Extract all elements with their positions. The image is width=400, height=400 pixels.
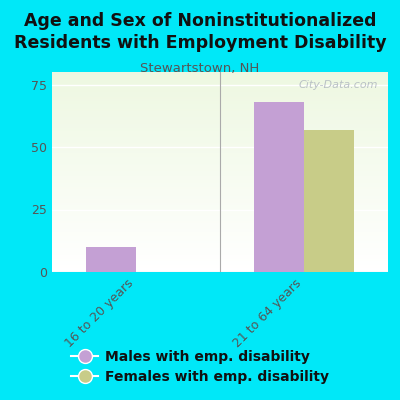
Legend: Males with emp. disability, Females with emp. disability: Males with emp. disability, Females with… xyxy=(65,344,335,389)
Text: Stewartstown, NH: Stewartstown, NH xyxy=(140,62,260,75)
Bar xyxy=(86,247,136,272)
Text: Age and Sex of Noninstitutionalized
Residents with Employment Disability: Age and Sex of Noninstitutionalized Resi… xyxy=(14,12,386,52)
Text: City-Data.com: City-Data.com xyxy=(298,80,378,90)
Bar xyxy=(254,102,304,272)
Bar xyxy=(304,130,354,272)
